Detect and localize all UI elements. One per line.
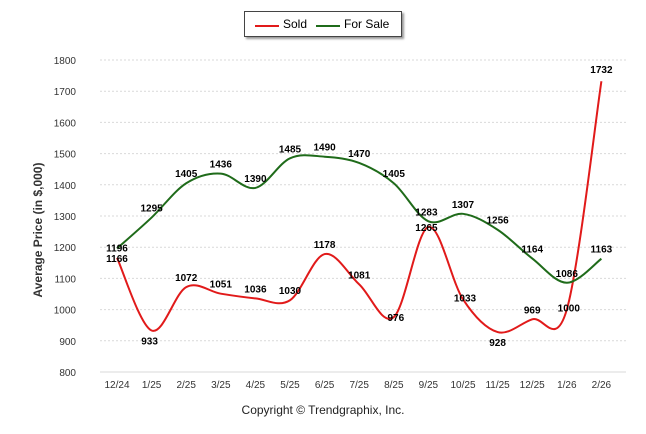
- x-tick-5/25: 5/25: [280, 380, 300, 391]
- sold-label-12/24: 1166: [106, 254, 128, 265]
- y-tick-1100: 1100: [54, 274, 76, 285]
- sold-label-8/25: 976: [387, 313, 404, 324]
- y-tick-1000: 1000: [54, 306, 77, 317]
- x-tick-10/25: 10/25: [450, 380, 475, 391]
- y-tick-1500: 1500: [54, 150, 77, 161]
- x-tick-9/25: 9/25: [419, 380, 439, 391]
- for-sale-line: [116, 154, 603, 284]
- x-tick-8/25: 8/25: [384, 380, 404, 391]
- x-tick-4/25: 4/25: [246, 380, 266, 391]
- sold-label-6/25: 1178: [314, 240, 336, 251]
- sold-line: [116, 81, 603, 334]
- x-tick-1/26: 1/26: [557, 380, 577, 391]
- sold-label-12/25: 969: [524, 305, 541, 316]
- for-sale-label-10/25: 1307: [452, 200, 475, 211]
- sold-label-11/25: 928: [489, 338, 506, 349]
- x-tick-11/25: 11/25: [485, 380, 510, 391]
- y-tick-labels: 800 900 1000 1100 1200 1300 1400 1500 1600 1700 18…: [54, 56, 77, 379]
- for-sale-label-2/26: 1163: [591, 245, 613, 256]
- for-sale-label-6/25: 1490: [313, 143, 336, 154]
- for-sale-label-3/25: 1436: [210, 160, 233, 171]
- y-tick-1800: 1800: [54, 56, 77, 67]
- sold-label-9/25: 1265: [415, 223, 438, 234]
- sold-label-10/25: 1033: [454, 293, 477, 304]
- sold-label-1/26: 1000: [558, 304, 581, 315]
- for-sale-label-2/25: 1405: [175, 169, 198, 180]
- sold-label-4/25: 1036: [244, 284, 267, 295]
- series-for-sale: [116, 154, 603, 284]
- for-sale-label-12/24: 1196: [106, 243, 128, 254]
- sold-label-7/25: 1081: [348, 270, 371, 281]
- for-sale-label-7/25: 1470: [348, 149, 371, 160]
- x-tick-6/25: 6/25: [315, 380, 335, 391]
- legend: Sold For Sale: [244, 11, 402, 37]
- sold-label-3/25: 1051: [210, 280, 233, 291]
- for-sale-label-8/25: 1405: [383, 169, 406, 180]
- legend-for-sale-swatch: [316, 25, 340, 27]
- sold-label-1/25: 933: [141, 337, 158, 348]
- x-tick-labels: 12/24 1/25 2/25 3/25 4/25 5/25 6/25 7/25 8/25 9/2…: [104, 380, 611, 391]
- series-sold: [116, 81, 603, 334]
- data-labels-for-sale: 1196 1295 1405 1436 1390 1485 1490 1470 1405 1283…: [106, 143, 613, 280]
- x-tick-3/25: 3/25: [211, 380, 231, 391]
- for-sale-label-4/25: 1390: [244, 174, 267, 185]
- y-tick-1400: 1400: [54, 181, 77, 192]
- legend-sold-swatch: [255, 25, 279, 27]
- y-tick-1300: 1300: [54, 212, 77, 223]
- sold-label-2/26: 1732: [590, 65, 613, 76]
- copyright-footer: Copyright © Trendgraphix, Inc.: [241, 403, 405, 417]
- for-sale-label-12/25: 1164: [521, 244, 543, 255]
- sold-label-5/25: 1030: [279, 286, 302, 297]
- for-sale-label-1/25: 1295: [140, 204, 163, 215]
- x-tick-1/25: 1/25: [142, 380, 162, 391]
- x-tick-12/25: 12/25: [520, 380, 545, 391]
- x-tick-12/24: 12/24: [104, 380, 129, 391]
- for-sale-label-1/26: 1086: [556, 269, 579, 280]
- y-tick-800: 800: [59, 368, 76, 379]
- y-tick-900: 900: [59, 337, 76, 348]
- legend-sold-label: Sold: [283, 17, 308, 31]
- grid-lines: [100, 59, 626, 373]
- x-tick-2/25: 2/25: [176, 380, 196, 391]
- legend-for-sale-label: For Sale: [344, 17, 390, 31]
- x-tick-7/25: 7/25: [349, 380, 369, 391]
- sold-label-2/25: 1072: [175, 273, 198, 284]
- x-tick-2/26: 2/26: [592, 380, 612, 391]
- y-tick-1600: 1600: [54, 118, 77, 129]
- y-tick-1700: 1700: [54, 87, 77, 98]
- for-sale-label-11/25: 1256: [486, 216, 509, 227]
- data-labels-sold: 1166 933 1072 1051 1036 1030 1178 1081 976 1265 10…: [106, 65, 613, 349]
- for-sale-label-9/25: 1283: [415, 207, 438, 218]
- y-tick-1200: 1200: [54, 243, 77, 254]
- y-axis-label: Average Price (in $,000): [31, 163, 45, 298]
- for-sale-label-5/25: 1485: [279, 144, 302, 155]
